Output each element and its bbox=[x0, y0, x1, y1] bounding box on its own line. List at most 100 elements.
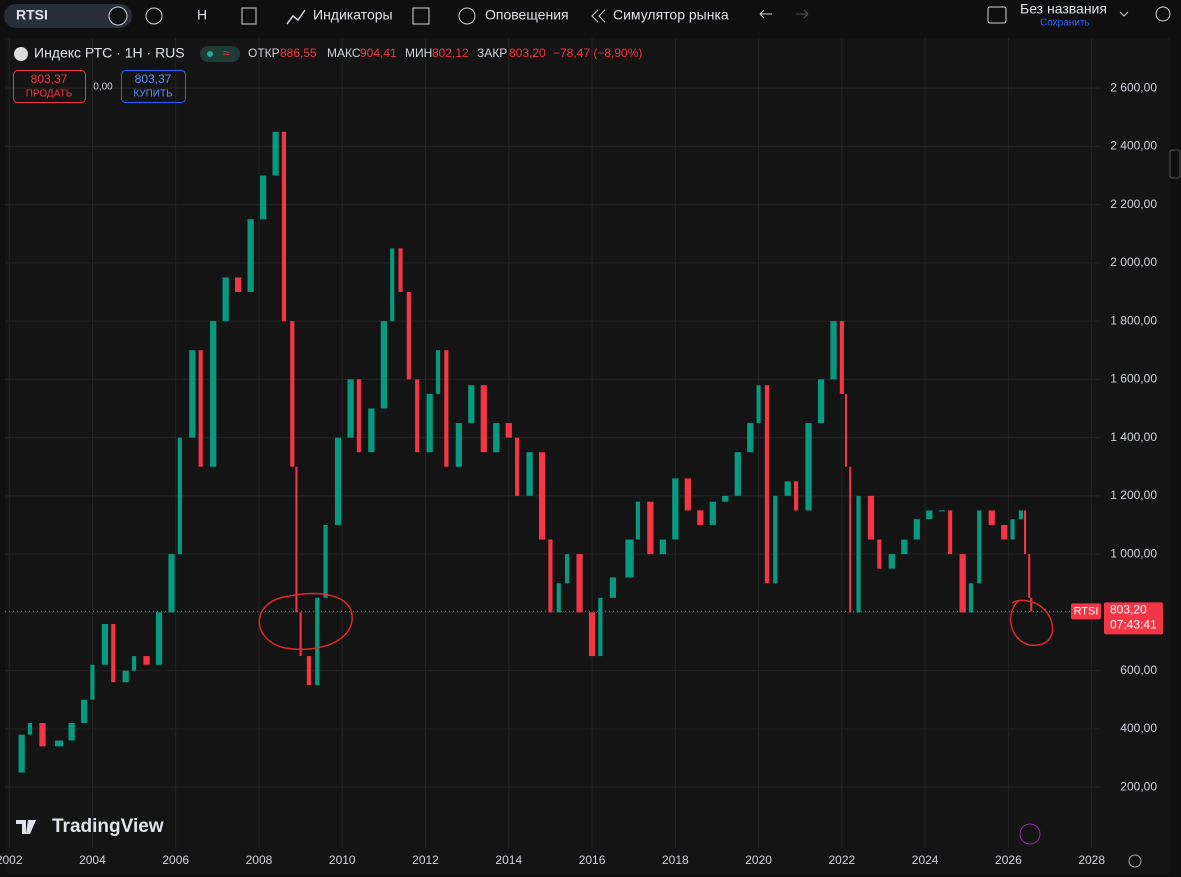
alert-icon[interactable] bbox=[458, 7, 476, 25]
candle bbox=[347, 379, 354, 438]
x-tick-label: 2020 bbox=[745, 853, 772, 867]
candle bbox=[1030, 597, 1033, 612]
y-tick-label: 2 600,00 bbox=[1110, 80, 1157, 94]
sell-button[interactable] bbox=[13, 70, 86, 103]
y-tick-label: 1 800,00 bbox=[1110, 313, 1157, 327]
candle bbox=[18, 734, 25, 773]
buy-button[interactable] bbox=[121, 70, 186, 103]
indicators[interactable]: Индикаторы bbox=[313, 7, 393, 23]
x-tick-label: 2004 bbox=[79, 853, 106, 867]
y-tick-label: 1 000,00 bbox=[1110, 546, 1157, 560]
x-tick-label: 2026 bbox=[995, 853, 1022, 867]
settings-icon[interactable] bbox=[1128, 854, 1142, 868]
candle bbox=[784, 481, 791, 496]
candle bbox=[867, 495, 875, 540]
candle bbox=[793, 481, 799, 511]
compare-icon[interactable] bbox=[145, 7, 163, 25]
side-handle[interactable] bbox=[1169, 149, 1181, 179]
toolbar bbox=[0, 0, 1181, 32]
candle bbox=[444, 350, 449, 467]
candle bbox=[415, 379, 420, 453]
candle bbox=[625, 539, 634, 578]
candle bbox=[299, 612, 302, 657]
y-tick-label: 2 400,00 bbox=[1110, 139, 1157, 153]
redo[interactable] bbox=[796, 9, 809, 19]
low-label: МИН bbox=[405, 46, 432, 60]
high: 904,41 bbox=[360, 46, 397, 60]
candle bbox=[839, 321, 844, 394]
undo[interactable] bbox=[759, 9, 772, 19]
time-axis bbox=[5, 848, 1170, 874]
candle bbox=[260, 175, 267, 220]
candle bbox=[938, 510, 945, 512]
candle bbox=[959, 554, 966, 613]
symbol-tag-label: RTSI bbox=[1074, 605, 1099, 617]
candle bbox=[390, 248, 395, 322]
layout-icon[interactable] bbox=[412, 7, 430, 25]
y-tick-label: 2 000,00 bbox=[1110, 255, 1157, 269]
high-label: МАКС bbox=[327, 46, 361, 60]
price-tag bbox=[1104, 602, 1163, 635]
alerts[interactable]: Оповещения bbox=[485, 7, 569, 23]
x-tick-label: 2010 bbox=[329, 853, 356, 867]
low: 802,12 bbox=[432, 46, 469, 60]
candle bbox=[334, 437, 342, 525]
candle bbox=[468, 385, 475, 424]
search-icon[interactable] bbox=[1155, 6, 1171, 22]
sell-price[interactable]: 803,37 bbox=[31, 72, 68, 86]
candle bbox=[830, 321, 837, 380]
chevron[interactable] bbox=[1119, 11, 1129, 17]
close: 803,20 bbox=[509, 46, 546, 60]
candle bbox=[1024, 510, 1027, 555]
open-label: ОТКР bbox=[248, 46, 280, 60]
candle bbox=[609, 577, 616, 598]
candle bbox=[647, 501, 654, 555]
candle bbox=[598, 597, 603, 657]
lightning-icon[interactable] bbox=[1019, 823, 1041, 845]
save[interactable]: Сохранить bbox=[1040, 18, 1090, 29]
price-tag-label: 803,20 bbox=[1110, 603, 1147, 617]
candle bbox=[988, 510, 995, 525]
indicators-icon[interactable] bbox=[286, 9, 306, 25]
candle bbox=[817, 379, 825, 424]
diamond-icon[interactable] bbox=[108, 6, 128, 26]
interval[interactable]: H bbox=[197, 7, 207, 23]
brand-logo bbox=[16, 820, 36, 834]
candle bbox=[131, 656, 137, 671]
candle bbox=[926, 510, 933, 520]
x-tick-label: 2018 bbox=[662, 853, 689, 867]
y-tick-label: 200,00 bbox=[1120, 779, 1157, 793]
candle bbox=[235, 277, 242, 292]
buy[interactable]: КУПИТЬ bbox=[133, 89, 173, 100]
candle bbox=[849, 466, 852, 613]
close-label: ЗАКР bbox=[477, 46, 507, 60]
x-tick-label: 2022 bbox=[829, 853, 856, 867]
buy-price[interactable]: 803,37 bbox=[135, 72, 172, 86]
flag bbox=[14, 47, 28, 61]
candle bbox=[747, 423, 754, 453]
candle bbox=[323, 524, 328, 598]
replay-icon[interactable] bbox=[591, 9, 606, 23]
layout-box[interactable] bbox=[987, 6, 1007, 24]
layout-name[interactable]: Без названия bbox=[1020, 1, 1107, 17]
candle bbox=[515, 437, 520, 496]
sell[interactable]: ПРОДАТЬ bbox=[26, 89, 73, 100]
candle bbox=[635, 501, 640, 540]
open: 886,55 bbox=[280, 46, 317, 60]
candle bbox=[844, 393, 848, 467]
candle bbox=[564, 554, 570, 584]
candle bbox=[576, 554, 583, 613]
status-dot bbox=[207, 51, 213, 57]
candle bbox=[526, 452, 533, 496]
candles-icon[interactable] bbox=[241, 7, 257, 25]
y-tick-label: 600,00 bbox=[1120, 663, 1157, 677]
candle bbox=[505, 423, 512, 438]
symbol[interactable]: RTSI bbox=[16, 7, 48, 23]
annotation-circle bbox=[258, 592, 353, 651]
brand: TradingView bbox=[52, 816, 164, 837]
y-tick-label: 2 200,00 bbox=[1110, 197, 1157, 211]
replay[interactable]: Симулятор рынка bbox=[613, 7, 729, 23]
symbol-search[interactable] bbox=[4, 4, 132, 28]
candle bbox=[913, 519, 920, 540]
